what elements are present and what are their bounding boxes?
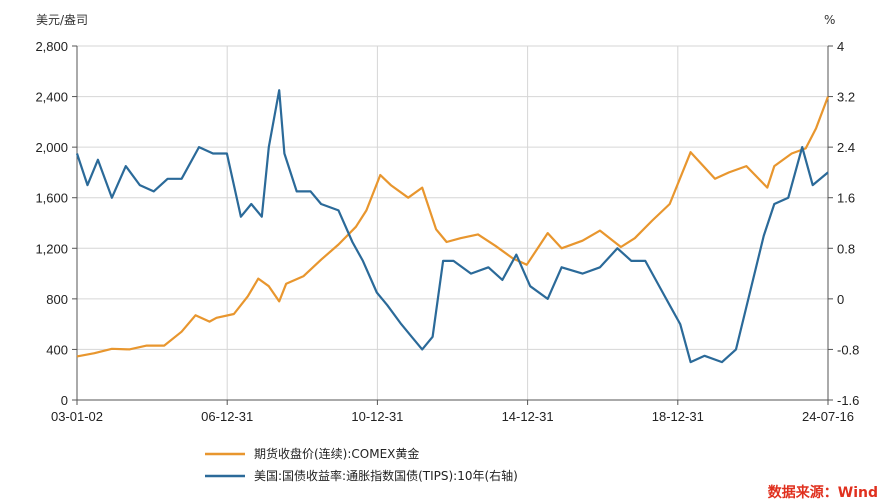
legend-label-gold: 期货收盘价(连续):COMEX黄金 [254, 446, 419, 461]
legend-label-tips: 美国:国债收益率:通胀指数国债(TIPS):10年(右轴) [254, 468, 518, 483]
x-axis: 03-01-02 06-12-31 10-12-31 14-12-31 18-12-31… [51, 399, 854, 424]
right-tick-label: 2.4 [837, 140, 855, 155]
left-tick-label: 0 [61, 393, 68, 408]
left-unit-label: 美元/盎司 [36, 13, 88, 27]
left-tick-label: 400 [46, 342, 68, 357]
tips-yield-line [75, 89, 829, 364]
x-tick-label: 03-01-02 [51, 409, 103, 424]
grid-lines [76, 45, 829, 401]
left-axis: 0 400 800 1,200 1,600 2,000 2,400 2,800 [35, 39, 78, 408]
gold-price-line [76, 96, 830, 358]
right-tick-label: 0.8 [837, 241, 855, 256]
right-tick-label: -0.8 [837, 342, 859, 357]
left-tick-label: 1,200 [35, 241, 68, 256]
left-tick-label: 1,600 [35, 191, 68, 206]
x-tick-label: 14-12-31 [502, 409, 554, 424]
source-note: 数据来源：Wind [768, 484, 878, 500]
left-tick-label: 2,800 [35, 39, 68, 54]
right-tick-label: 0 [837, 292, 844, 307]
x-tick-label: 18-12-31 [652, 409, 704, 424]
right-axis: -1.6 -0.8 0 0.8 1.6 2.4 3.2 4 [827, 39, 859, 408]
right-tick-label: 4 [837, 39, 844, 54]
plot-area [75, 89, 830, 364]
x-tick-label: 24-07-16 [802, 409, 854, 424]
left-tick-label: 2,400 [35, 90, 68, 105]
legend: 期货收盘价(连续):COMEX黄金 美国:国债收益率:通胀指数国债(TIPS):… [205, 446, 518, 483]
right-tick-label: -1.6 [837, 393, 859, 408]
left-tick-label: 800 [46, 292, 68, 307]
x-tick-label: 10-12-31 [351, 409, 403, 424]
right-unit-label: % [824, 13, 835, 27]
right-tick-label: 3.2 [837, 90, 855, 105]
x-tick-label: 06-12-31 [201, 409, 253, 424]
left-tick-label: 2,000 [35, 140, 68, 155]
right-tick-label: 1.6 [837, 191, 855, 206]
